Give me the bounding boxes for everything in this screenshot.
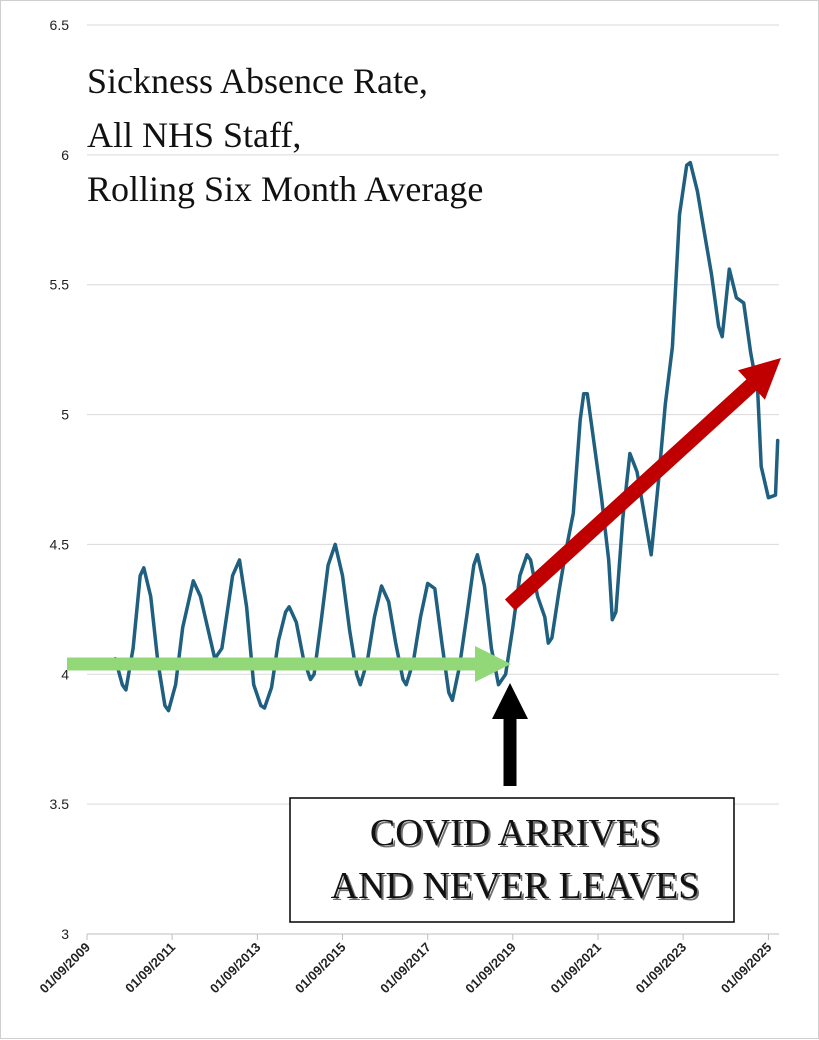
title-line-3: Rolling Six Month Average [87,169,483,209]
series-layer [113,160,780,713]
y-tick-label: 4.5 [50,536,70,552]
annotation-arrows [67,358,781,786]
x-axis-ticks: 01/09/2009 01/09/2011 01/09/2013 01/09/2015… [36,940,774,997]
y-tick-label: 5 [61,407,69,423]
title-line-1: Sickness Absence Rate, [87,61,428,101]
callout-line-2: AND NEVER LEAVES [331,865,700,907]
x-tick-label: 01/09/2015 [292,940,349,997]
covid-callout: COVID ARRIVES COVID ARRIVES AND NEVER LE… [289,797,735,923]
chart-title: Sickness Absence Rate, All NHS Staff, Ro… [87,61,483,209]
callout-line-1: COVID ARRIVES [370,812,660,854]
y-tick-label: 6 [61,147,69,163]
black-pointer-arrow [492,683,528,786]
series-line [113,160,780,713]
x-axis [86,933,779,940]
y-tick-label: 4 [61,666,69,682]
x-tick-label: 01/09/2013 [207,940,264,997]
callout-line-2-shadow: AND NEVER LEAVES [333,867,702,909]
y-tick-label: 3.5 [50,796,70,812]
x-tick-label: 01/09/2025 [718,940,775,997]
red-trend-arrow [504,358,781,611]
gridlines [87,24,779,805]
x-tick-label: 01/09/2017 [377,940,434,997]
x-tick-label: 01/09/2009 [36,940,93,997]
y-tick-label: 6.5 [50,17,70,33]
y-tick-label: 3 [61,926,69,942]
y-tick-label: 5.5 [50,277,70,293]
callout-line-1-shadow: COVID ARRIVES [372,814,662,856]
y-axis-ticks: 3 3.5 4 4.5 5 5.5 6 6.5 [50,17,70,942]
callout-box [289,797,735,923]
title-line-2: All NHS Staff, [87,115,301,155]
green-baseline-arrow [67,646,511,682]
x-tick-label: 01/09/2023 [633,940,690,997]
x-tick-label: 01/09/2019 [462,940,519,997]
x-tick-label: 01/09/2021 [548,940,605,997]
x-tick-label: 01/09/2011 [122,940,178,996]
